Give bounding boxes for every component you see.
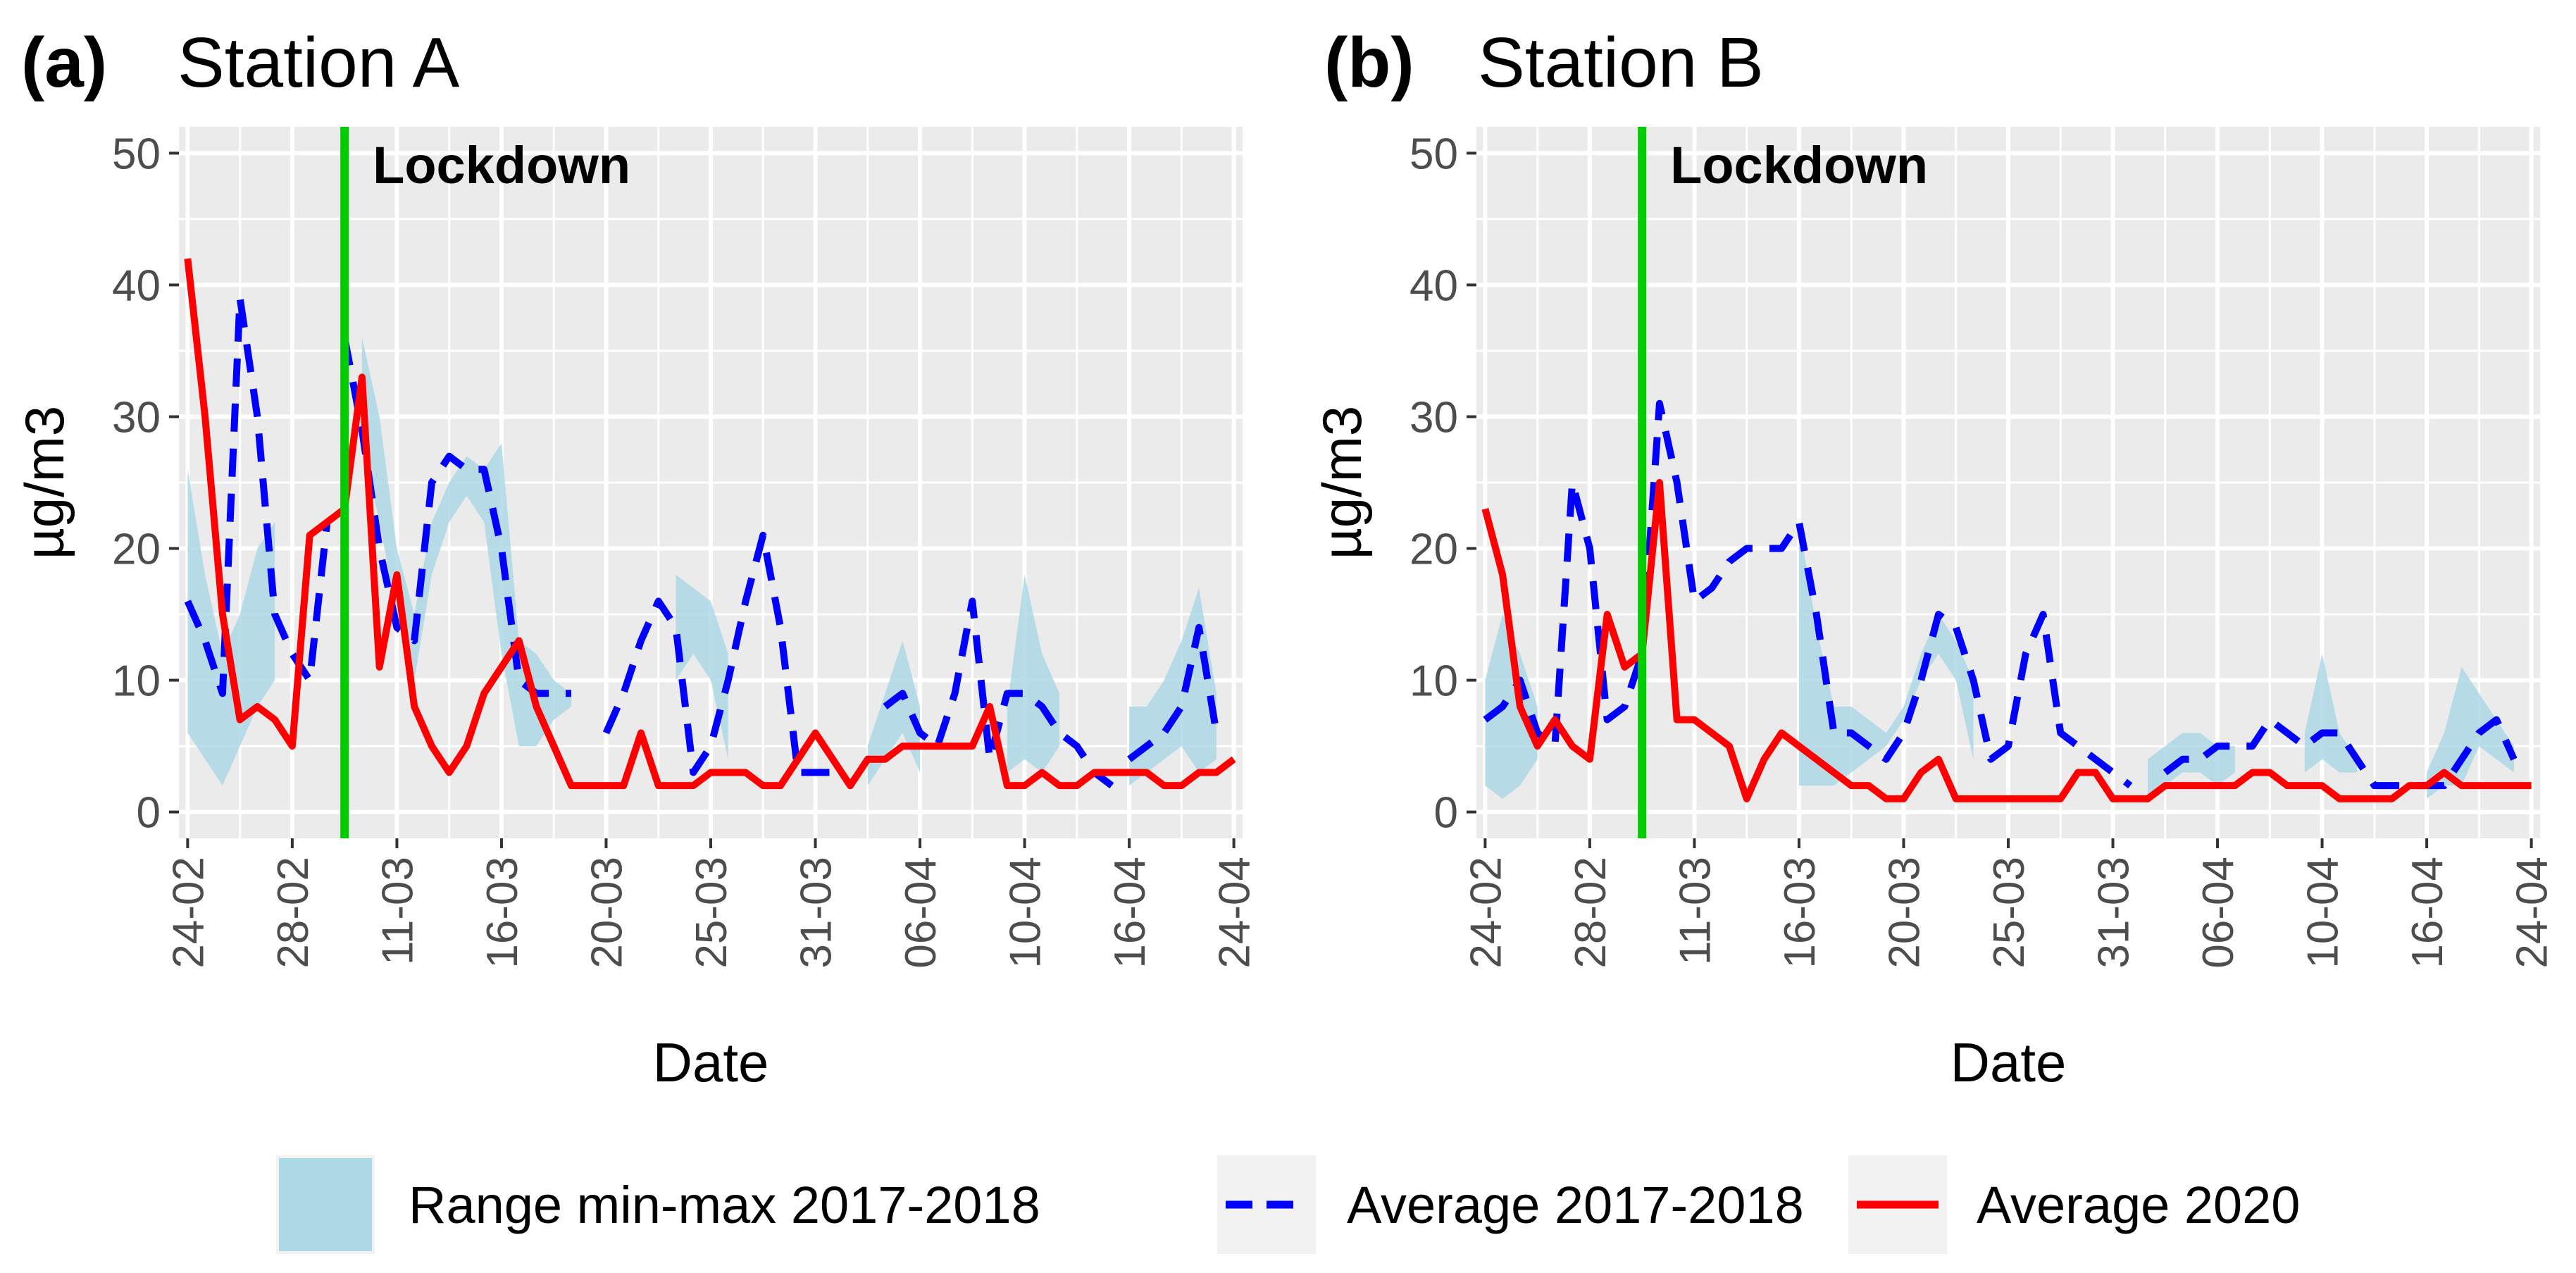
average-2017-2018-line — [184, 294, 331, 697]
legend-label-average-2017-2018: Average 2017-2018 — [1347, 1176, 1804, 1234]
average-2020-line — [1481, 479, 2532, 802]
y-tick-label: 10 — [1410, 657, 1458, 706]
lockdown-label: Lockdown — [373, 136, 630, 194]
x-tick-label: 20-03 — [1880, 857, 1929, 969]
x-tick-label: 06-04 — [897, 857, 945, 969]
x-tick-label: 10-04 — [1002, 857, 1050, 969]
x-tick-label: 06-04 — [2194, 857, 2243, 969]
panel-b-tag: (b) — [1324, 23, 1414, 102]
lockdown-label: Lockdown — [1670, 136, 1928, 194]
x-tick-label: 10-04 — [2299, 857, 2348, 969]
average-2020-line — [184, 258, 1236, 790]
panel-b-lockdown-marker: Lockdown — [1638, 127, 1928, 838]
average-2017-2018-line — [1127, 623, 1220, 762]
range-ribbon-segment — [676, 574, 728, 759]
average-2017-2018-line — [602, 531, 833, 776]
legend-label-average-2020: Average 2020 — [1977, 1176, 2300, 1234]
x-tick-label: 28-02 — [1567, 857, 1615, 969]
x-tick-label: 11-03 — [373, 857, 422, 965]
y-tick-label: 20 — [1410, 526, 1458, 574]
panel-a-y-axis-title: µg/m3 — [13, 406, 75, 559]
y-tick-label: 0 — [1434, 789, 1458, 838]
legend-item-average-2017-2018: Average 2017-2018 — [1217, 1155, 1804, 1254]
legend-item-range: Range min-max 2017-2018 — [276, 1155, 1040, 1254]
panel-b-x-axis: 24-02 28-02 11-03 16-03 20-03 25-03 31-03 06-04… — [1462, 838, 2557, 969]
x-tick-label: 24-02 — [1462, 857, 1510, 969]
panel-a-lockdown-marker: Lockdown — [340, 127, 630, 838]
y-tick-label: 10 — [112, 657, 161, 706]
panel-station-a: (a) Station A Lockdown 0 10 20 30 40 50 24-02… — [13, 23, 1259, 1093]
y-tick-label: 40 — [1410, 261, 1458, 310]
panel-a-tag: (a) — [21, 23, 107, 102]
panel-b-y-axis-title: µg/m3 — [1311, 406, 1373, 559]
panel-a-x-axis: 24-02 28-02 11-03 16-03 20-03 25-03 31-03 06-04… — [164, 838, 1259, 969]
y-tick-label: 30 — [112, 393, 161, 442]
range-ribbon-segment — [1798, 522, 1974, 786]
x-tick-label: 24-04 — [1211, 857, 1259, 969]
panel-a-title: Station A — [178, 23, 460, 102]
range-ribbon-segment — [2427, 666, 2514, 799]
legend-item-average-2020: Average 2020 — [1848, 1155, 2300, 1254]
x-tick-label: 16-04 — [2403, 857, 2452, 969]
x-tick-label: 31-03 — [792, 857, 841, 969]
panel-b-title: Station B — [1478, 23, 1764, 102]
range-ribbon-segment — [867, 640, 921, 786]
panel-b-range-ribbons — [1485, 522, 2514, 799]
panel-station-b: (b) Station B Lockdown 0 10 20 30 40 50 24-02… — [1311, 23, 2557, 1093]
x-tick-label: 16-03 — [1776, 857, 1824, 969]
legend-label-range: Range min-max 2017-2018 — [409, 1176, 1040, 1234]
y-tick-label: 50 — [112, 130, 161, 178]
y-tick-label: 30 — [1410, 393, 1458, 442]
x-tick-label: 24-04 — [2508, 857, 2557, 969]
range-ribbon-segment — [1007, 574, 1060, 773]
panel-b-series-lines — [1481, 399, 2532, 802]
x-tick-label: 25-03 — [1985, 857, 2034, 969]
legend-key-range-swatch — [279, 1158, 372, 1251]
x-tick-label: 11-03 — [1671, 857, 1719, 965]
y-tick-label: 50 — [1410, 130, 1458, 178]
panel-b-x-axis-title: Date — [1950, 1031, 2067, 1093]
y-tick-label: 40 — [112, 261, 161, 310]
x-tick-label: 25-03 — [687, 857, 736, 969]
panel-a-y-axis: 0 10 20 30 40 50 — [112, 130, 179, 838]
average-2017-2018-line — [2163, 716, 2518, 790]
average-2017-2018-line — [883, 597, 1114, 789]
x-tick-label: 16-04 — [1106, 857, 1155, 969]
panel-a-series-lines — [184, 258, 1236, 790]
y-tick-label: 20 — [112, 526, 161, 574]
average-2017-2018-line — [1483, 399, 2133, 789]
range-ribbon-segment — [2304, 654, 2358, 773]
x-tick-label: 16-03 — [478, 857, 527, 969]
legend: Range min-max 2017-2018 Average 2017-201… — [276, 1155, 2300, 1254]
x-tick-label: 28-02 — [269, 857, 318, 969]
x-tick-label: 31-03 — [2090, 857, 2139, 969]
x-tick-label: 24-02 — [164, 857, 213, 969]
x-tick-label: 20-03 — [583, 857, 631, 969]
panel-a-x-axis-title: Date — [653, 1031, 769, 1093]
panel-b-y-axis: 0 10 20 30 40 50 — [1410, 130, 1476, 838]
range-ribbon-segment — [1485, 614, 1538, 799]
y-tick-label: 0 — [137, 789, 161, 838]
